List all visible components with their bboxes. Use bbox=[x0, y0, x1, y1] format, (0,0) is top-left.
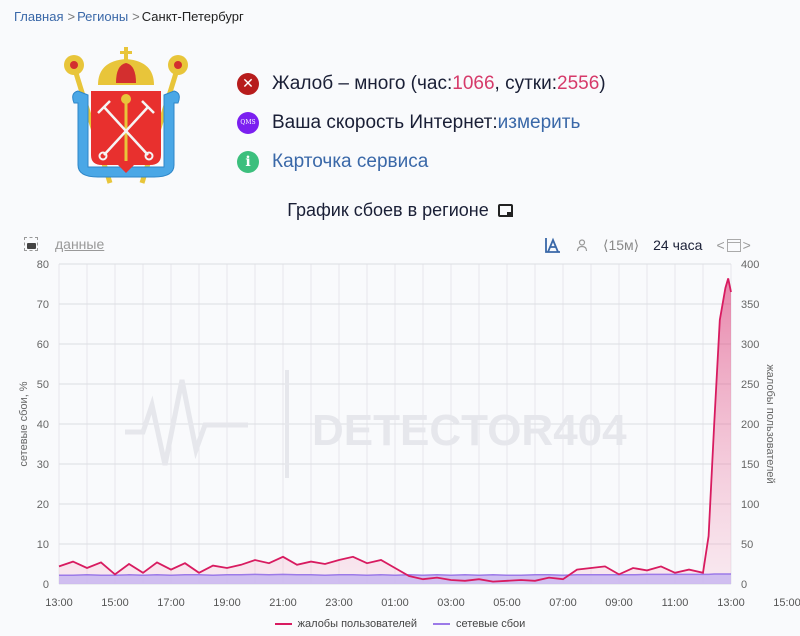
status-info: ✕ Жалоб – много (час: 1066 , сутки: 2556… bbox=[237, 64, 606, 181]
svg-text:13:00: 13:00 bbox=[45, 597, 73, 609]
complaints-status: ✕ Жалоб – много (час: 1066 , сутки: 2556… bbox=[237, 64, 606, 103]
svg-text:60: 60 bbox=[37, 339, 49, 351]
svg-text:21:00: 21:00 bbox=[269, 597, 297, 609]
error-x-icon: ✕ bbox=[237, 72, 259, 95]
outages-swatch-icon bbox=[433, 623, 451, 625]
svg-text:10: 10 bbox=[37, 539, 49, 551]
chart-legend: жалобы пользователей сетевые сбои bbox=[0, 618, 800, 630]
complaints-suffix: ) bbox=[599, 72, 606, 94]
svg-text:0: 0 bbox=[43, 579, 49, 591]
svg-text:19:00: 19:00 bbox=[213, 597, 241, 609]
chart-title: График сбоев в регионе bbox=[0, 200, 800, 221]
svg-text:30: 30 bbox=[37, 459, 49, 471]
legend-complaints-label: жалобы пользователей bbox=[297, 618, 418, 630]
service-card-link[interactable]: Карточка сервиса bbox=[272, 150, 429, 172]
speed-label: Ваша скорость Интернет: bbox=[272, 111, 498, 133]
prev-day-button[interactable]: < bbox=[716, 237, 725, 253]
svg-text:15:00: 15:00 bbox=[773, 597, 800, 609]
svg-text:11:00: 11:00 bbox=[662, 597, 689, 609]
date-navigator: < > bbox=[716, 237, 750, 253]
svg-text:80: 80 bbox=[37, 259, 49, 271]
next-day-button[interactable]: > bbox=[742, 237, 751, 253]
period-selector[interactable]: 24 часа bbox=[653, 237, 703, 253]
svg-text:300: 300 bbox=[741, 339, 759, 351]
svg-text:0: 0 bbox=[741, 579, 747, 591]
info-icon: i bbox=[237, 150, 259, 173]
svg-text:сетевые сбои, %: сетевые сбои, % bbox=[18, 381, 30, 466]
camera-icon[interactable] bbox=[24, 237, 38, 251]
service-card-row: i Карточка сервиса bbox=[237, 142, 606, 181]
svg-text:150: 150 bbox=[741, 459, 759, 471]
outage-chart[interactable]: 0 0 10 50 20 100 30 150 40 200 50 250 60 300 70 350 80 40… bbox=[0, 250, 800, 616]
monitor-icon[interactable] bbox=[497, 204, 513, 217]
svg-text:20: 20 bbox=[37, 499, 49, 511]
chart-toolbar-right: ⟨15м⟩ 24 часа < > bbox=[543, 236, 765, 254]
user-icon[interactable] bbox=[575, 238, 589, 252]
complaints-mid: , сутки: bbox=[494, 72, 557, 94]
legend-outages[interactable]: сетевые сбои bbox=[433, 618, 525, 630]
svg-text:50: 50 bbox=[741, 539, 753, 551]
complaints-swatch-icon bbox=[274, 623, 292, 625]
chart-title-text: График сбоев в регионе bbox=[287, 200, 489, 220]
svg-text:350: 350 bbox=[741, 299, 759, 311]
svg-text:100: 100 bbox=[741, 499, 759, 511]
svg-text:23:00: 23:00 bbox=[325, 597, 353, 609]
svg-text:250: 250 bbox=[741, 379, 759, 391]
breadcrumb-home[interactable]: Главная bbox=[14, 9, 64, 24]
breadcrumb: Главная > Регионы > Санкт-Петербург bbox=[14, 9, 244, 24]
coat-of-arms-icon bbox=[64, 47, 188, 184]
legend-complaints[interactable]: жалобы пользователей bbox=[274, 618, 418, 630]
legend-outages-label: сетевые сбои bbox=[456, 618, 526, 630]
data-link[interactable]: данные bbox=[55, 236, 105, 252]
breadcrumb-regions[interactable]: Регионы bbox=[77, 9, 129, 24]
chevron-right-icon: > bbox=[132, 9, 140, 24]
svg-text:07:00: 07:00 bbox=[549, 597, 577, 609]
svg-text:DETECTOR404: DETECTOR404 bbox=[312, 406, 627, 455]
svg-text:03:00: 03:00 bbox=[437, 597, 465, 609]
svg-text:40: 40 bbox=[37, 419, 49, 431]
calendar-icon[interactable] bbox=[726, 238, 741, 252]
svg-text:09:00: 09:00 bbox=[605, 597, 633, 609]
chart-toolbar-left: данные bbox=[24, 236, 104, 252]
svg-text:50: 50 bbox=[37, 379, 49, 391]
complaints-day-count: 2556 bbox=[557, 72, 600, 94]
svg-text:17:00: 17:00 bbox=[157, 597, 185, 609]
svg-text:15:00: 15:00 bbox=[101, 597, 129, 609]
speed-test-row: QMS Ваша скорость Интернет: измерить bbox=[237, 103, 606, 142]
svg-text:жалобы пользователей: жалобы пользователей bbox=[764, 364, 776, 483]
svg-text:05:00: 05:00 bbox=[493, 597, 521, 609]
svg-text:400: 400 bbox=[741, 259, 759, 271]
interval-selector[interactable]: ⟨15м⟩ bbox=[603, 236, 640, 253]
chart-mode-icon[interactable] bbox=[543, 236, 561, 254]
measure-speed-link[interactable]: измерить bbox=[497, 111, 581, 133]
svg-text:70: 70 bbox=[37, 299, 49, 311]
chevron-right-icon: > bbox=[67, 9, 76, 24]
svg-text:13:00: 13:00 bbox=[717, 597, 745, 609]
breadcrumb-current: Санкт-Петербург bbox=[141, 9, 244, 24]
complaints-prefix: Жалоб – много (час: bbox=[272, 72, 453, 94]
qms-icon: QMS bbox=[237, 111, 259, 134]
complaints-hour-count: 1066 bbox=[452, 72, 495, 94]
svg-text:200: 200 bbox=[741, 419, 759, 431]
svg-text:01:00: 01:00 bbox=[381, 597, 409, 609]
